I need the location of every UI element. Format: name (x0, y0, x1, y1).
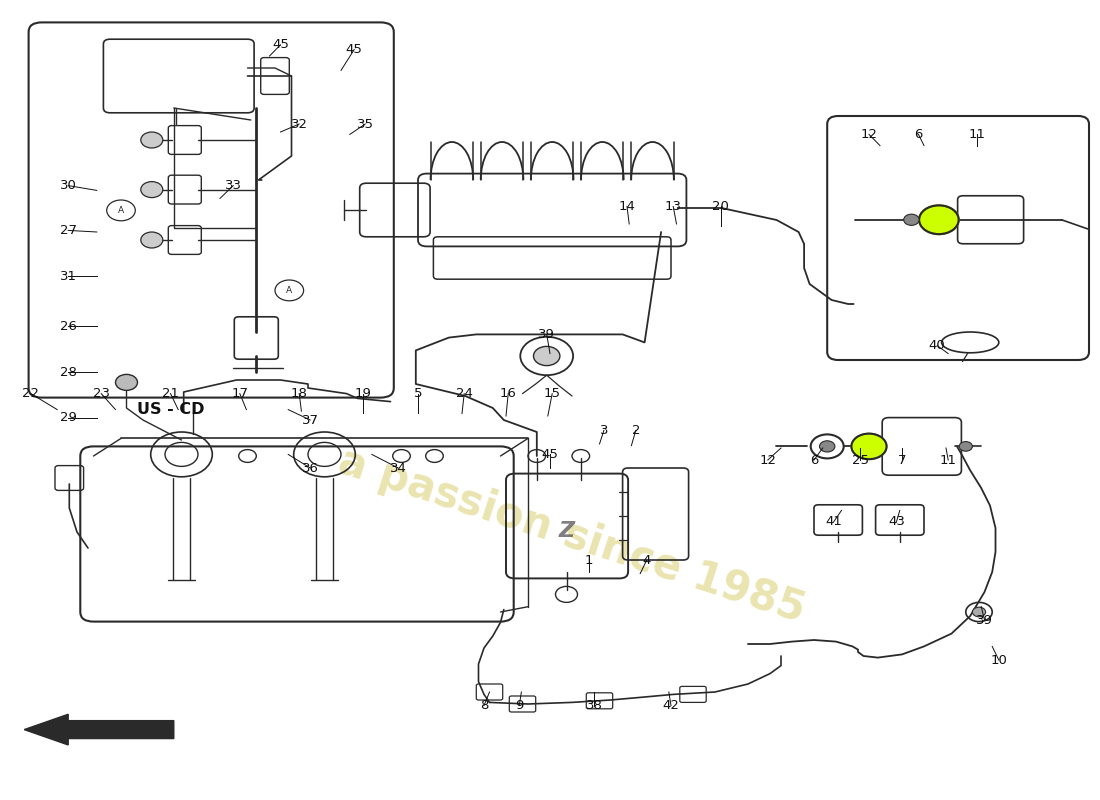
Text: US - CD: US - CD (136, 402, 205, 418)
Circle shape (116, 374, 138, 390)
Text: 25: 25 (851, 454, 869, 466)
Text: 37: 37 (301, 414, 319, 426)
Text: 21: 21 (162, 387, 179, 400)
Text: 22: 22 (22, 387, 40, 400)
Text: 17: 17 (231, 387, 249, 400)
Text: A: A (286, 286, 293, 295)
Circle shape (141, 182, 163, 198)
Text: 6: 6 (914, 128, 923, 141)
Circle shape (534, 346, 560, 366)
Text: 4: 4 (642, 554, 651, 566)
Circle shape (972, 607, 986, 617)
Text: 2: 2 (631, 424, 640, 437)
Text: 8: 8 (480, 699, 488, 712)
Text: a passion since 1985: a passion since 1985 (333, 441, 811, 631)
Text: 6: 6 (810, 454, 818, 466)
Text: 28: 28 (59, 366, 77, 378)
Text: 14: 14 (618, 200, 636, 213)
Text: 45: 45 (272, 38, 289, 51)
Circle shape (141, 232, 163, 248)
Text: 26: 26 (59, 320, 77, 333)
Text: 38: 38 (585, 699, 603, 712)
Circle shape (904, 214, 920, 226)
Circle shape (851, 434, 887, 459)
Text: 29: 29 (59, 411, 77, 424)
Circle shape (959, 442, 972, 451)
Text: 30: 30 (59, 179, 77, 192)
Text: 9: 9 (515, 699, 524, 712)
Text: 36: 36 (301, 462, 319, 474)
Text: 39: 39 (538, 328, 556, 341)
Text: 41: 41 (825, 515, 843, 528)
Text: 34: 34 (389, 462, 407, 474)
Text: 43: 43 (888, 515, 905, 528)
Circle shape (141, 132, 163, 148)
Text: 15: 15 (543, 387, 561, 400)
Text: 12: 12 (759, 454, 777, 466)
Text: 31: 31 (59, 270, 77, 282)
Text: 18: 18 (290, 387, 308, 400)
Text: 5: 5 (414, 387, 422, 400)
Text: A: A (118, 206, 124, 215)
Text: 45: 45 (345, 43, 363, 56)
Text: 12: 12 (860, 128, 878, 141)
Text: 24: 24 (455, 387, 473, 400)
Text: 27: 27 (59, 224, 77, 237)
Text: 20: 20 (712, 200, 729, 213)
Text: 11: 11 (939, 454, 957, 466)
Text: Z: Z (559, 521, 575, 541)
Text: 10: 10 (990, 654, 1008, 666)
Text: 11: 11 (968, 128, 986, 141)
Polygon shape (24, 714, 174, 745)
Circle shape (920, 206, 959, 234)
Text: 3: 3 (600, 424, 608, 437)
Text: 1: 1 (584, 554, 593, 566)
Text: 16: 16 (499, 387, 517, 400)
Text: 39: 39 (976, 614, 993, 626)
Text: 33: 33 (224, 179, 242, 192)
Circle shape (820, 441, 835, 452)
Text: 23: 23 (92, 387, 110, 400)
Text: 7: 7 (898, 454, 906, 466)
Text: 35: 35 (356, 118, 374, 130)
Text: 32: 32 (290, 118, 308, 130)
Text: 42: 42 (662, 699, 680, 712)
Text: 19: 19 (354, 387, 372, 400)
Text: 45: 45 (541, 448, 559, 461)
Text: 40: 40 (928, 339, 946, 352)
Text: 13: 13 (664, 200, 682, 213)
